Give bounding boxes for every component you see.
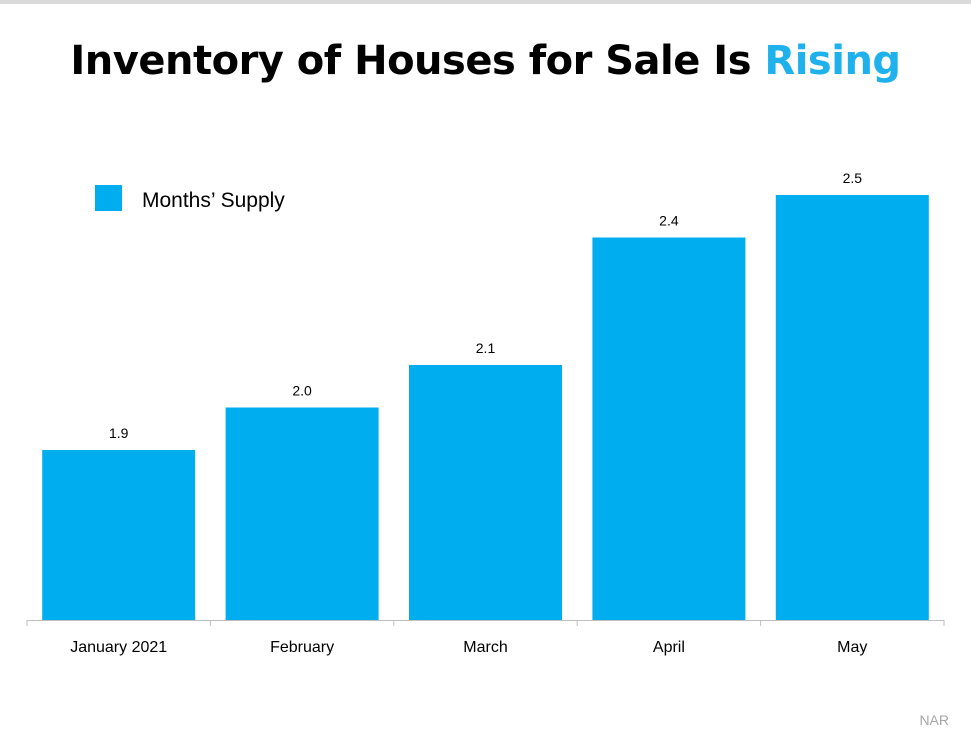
- x-tick-label-5: May: [837, 639, 867, 656]
- x-tick-label-2: February: [270, 639, 334, 656]
- data-label-3: 2.1: [476, 340, 496, 356]
- title-highlight: Rising: [764, 38, 901, 84]
- legend-swatch: [95, 185, 122, 211]
- bar-5: [775, 195, 929, 620]
- data-label-1: 1.9: [109, 425, 129, 441]
- bar-2: [225, 407, 379, 620]
- top-divider: [0, 0, 971, 4]
- x-tick-label-4: April: [653, 639, 685, 656]
- source-label: NAR: [919, 712, 949, 728]
- bar-3: [409, 365, 562, 620]
- data-label-2: 2.0: [292, 383, 312, 399]
- chart-title: Inventory of Houses for Sale Is Rising: [0, 38, 971, 84]
- data-label-4: 2.4: [659, 213, 679, 229]
- bar-4: [592, 237, 746, 620]
- x-tick-label-1: January 2021: [70, 639, 167, 656]
- x-tick-label-3: March: [463, 639, 507, 656]
- bar-1: [42, 450, 196, 620]
- title-main: Inventory of Houses for Sale Is: [70, 38, 765, 84]
- legend-label: Months’ Supply: [142, 189, 285, 212]
- data-label-5: 2.5: [843, 170, 863, 186]
